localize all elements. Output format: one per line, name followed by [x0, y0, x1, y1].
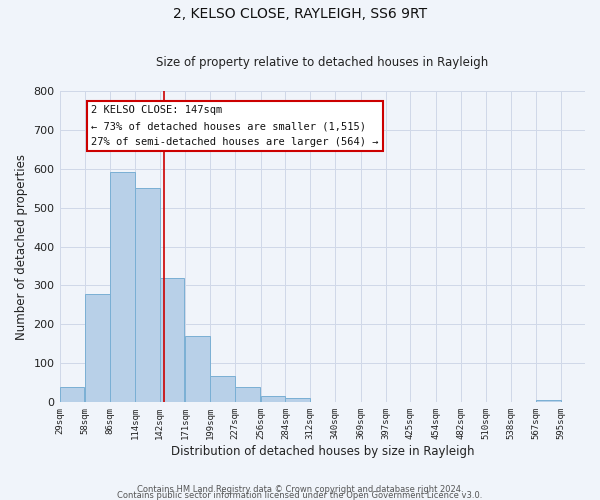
Bar [185, 336, 210, 402]
Bar [110, 172, 135, 402]
Bar [160, 278, 184, 402]
Bar [59, 387, 85, 402]
X-axis label: Distribution of detached houses by size in Rayleigh: Distribution of detached houses by size … [170, 444, 474, 458]
Bar [536, 400, 561, 402]
Text: 2 KELSO CLOSE: 147sqm
← 73% of detached houses are smaller (1,515)
27% of semi-d: 2 KELSO CLOSE: 147sqm ← 73% of detached … [91, 106, 379, 146]
Text: 2, KELSO CLOSE, RAYLEIGH, SS6 9RT: 2, KELSO CLOSE, RAYLEIGH, SS6 9RT [173, 8, 427, 22]
Bar [235, 387, 260, 402]
Bar [85, 294, 110, 402]
Title: Size of property relative to detached houses in Rayleigh: Size of property relative to detached ho… [156, 56, 488, 70]
Text: Contains public sector information licensed under the Open Government Licence v3: Contains public sector information licen… [118, 490, 482, 500]
Bar [135, 188, 160, 402]
Y-axis label: Number of detached properties: Number of detached properties [15, 154, 28, 340]
Bar [286, 398, 310, 402]
Text: Contains HM Land Registry data © Crown copyright and database right 2024.: Contains HM Land Registry data © Crown c… [137, 484, 463, 494]
Bar [210, 376, 235, 402]
Bar [260, 396, 286, 402]
